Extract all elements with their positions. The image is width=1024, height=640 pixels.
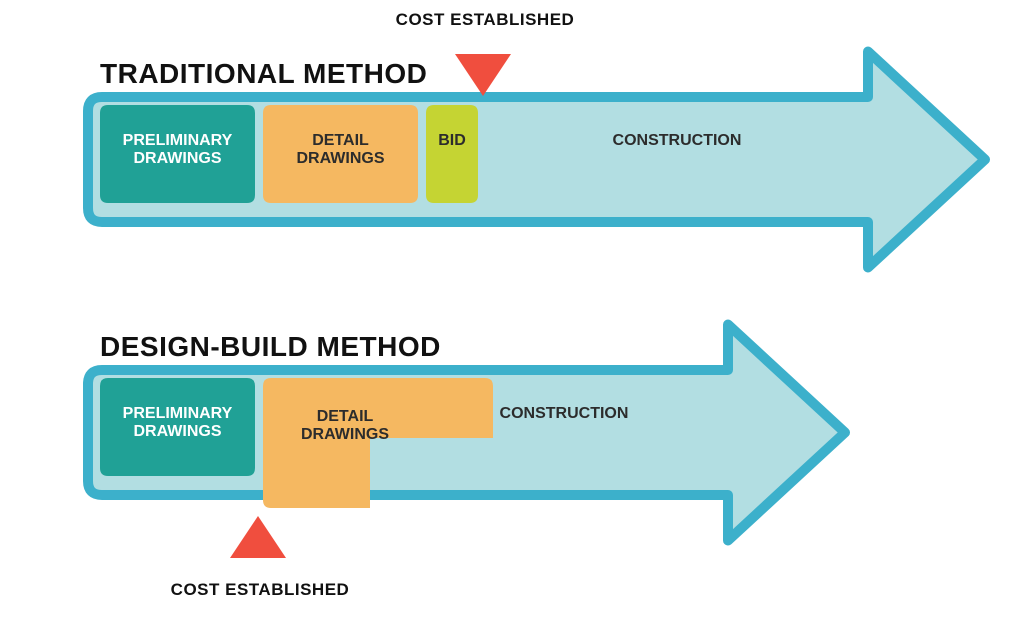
traditional-constr-label: CONSTRUCTION — [557, 132, 797, 150]
traditional-bid-label: BID — [332, 132, 572, 150]
diagram-canvas: { "canvas": { "w": 1024, "h": 640, "bg":… — [0, 0, 1024, 640]
traditional-cost-label: COST ESTABLISHED — [395, 10, 575, 30]
designbuild-cost-marker-icon — [230, 516, 286, 558]
traditional-title: TRADITIONAL METHOD — [100, 58, 427, 90]
traditional-cost-marker-icon — [455, 54, 511, 96]
designbuild-constr-label: CONSTRUCTION — [444, 405, 684, 423]
diagram-svg — [0, 0, 1024, 640]
designbuild-title: DESIGN-BUILD METHOD — [100, 331, 441, 363]
designbuild-detail-label: DETAIL DRAWINGS — [225, 408, 465, 445]
designbuild-cost-label: COST ESTABLISHED — [170, 580, 350, 600]
